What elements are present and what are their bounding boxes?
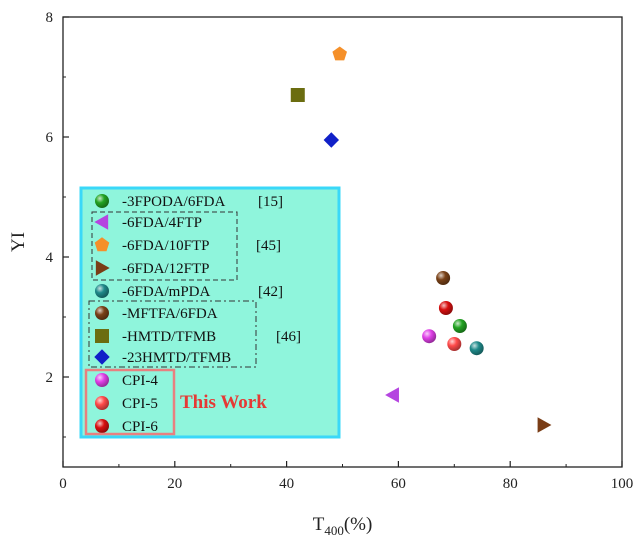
data-point — [290, 88, 305, 102]
legend-label: -3FPODA/6FDA — [122, 194, 226, 210]
data-point — [323, 132, 340, 148]
legend-marker-sphere — [95, 194, 109, 208]
x-tick-label: 100 — [611, 476, 634, 492]
reference-label: [46] — [276, 329, 301, 345]
legend-label: -6FDA/12FTP — [122, 261, 210, 277]
y-axis-title: YI — [8, 232, 29, 252]
legend-marker-triangle-right — [95, 260, 110, 276]
legend-marker-sphere — [95, 373, 109, 387]
x-tick-label: 0 — [59, 476, 67, 492]
reference-label: [45] — [256, 238, 281, 254]
data-point — [436, 271, 451, 285]
legend-marker-sphere — [95, 419, 109, 433]
y-tick-label: 8 — [46, 10, 54, 26]
data-point — [469, 341, 484, 356]
data-point — [537, 417, 552, 433]
y-tick-label: 4 — [46, 250, 54, 266]
data-points — [290, 46, 552, 433]
y-tick-label: 2 — [46, 370, 54, 386]
legend-label: CPI-5 — [122, 396, 158, 412]
this-work-box — [84, 368, 176, 436]
legend-marker-sphere — [95, 306, 109, 320]
x-tick-label: 60 — [391, 476, 406, 492]
data-point — [452, 319, 467, 333]
reference-label: [15] — [258, 194, 283, 210]
legend-marker-triangle-left — [94, 214, 109, 230]
legend-label: -23HMTD/TFMB — [122, 350, 231, 366]
x-tick-label: 80 — [503, 476, 518, 492]
axes: 0 20 40 60 80 100 2 4 6 8 T400(%) YI — [8, 10, 633, 538]
this-work-label: This Work — [180, 392, 267, 413]
legend: -3FPODA/6FDA -6FDA/4FTP -6FDA/10FTP -6FDA/1… — [79, 186, 341, 439]
legend-label: CPI-4 — [122, 373, 158, 389]
legend-label: -MFTFA/6FDA — [122, 306, 218, 322]
legend-label: -6FDA/4FTP — [122, 215, 202, 231]
legend-marker-pentagon — [94, 237, 110, 252]
data-point — [438, 301, 453, 315]
legend-label: -6FDA/mPDA — [122, 284, 211, 300]
data-point — [422, 329, 437, 344]
legend-label: -HMTD/TFMB — [122, 329, 216, 345]
data-point — [385, 387, 399, 403]
legend-box — [79, 186, 341, 439]
legend-marker-sphere — [95, 284, 109, 298]
data-point — [447, 337, 462, 351]
data-point — [332, 46, 347, 61]
legend-label: CPI-6 — [122, 419, 158, 435]
reference-label: [42] — [258, 284, 283, 300]
x-axis-title: T400(%) — [313, 514, 373, 538]
y-tick-label: 6 — [46, 130, 54, 146]
legend-marker-sphere — [95, 396, 109, 410]
legend-group-box — [88, 300, 257, 368]
legend-group-box — [91, 211, 238, 281]
legend-marker-square — [95, 329, 109, 343]
x-tick-label: 40 — [279, 476, 294, 492]
legend-marker-diamond — [94, 349, 110, 365]
x-tick-label: 20 — [167, 476, 182, 492]
legend-label: -6FDA/10FTP — [122, 238, 210, 254]
